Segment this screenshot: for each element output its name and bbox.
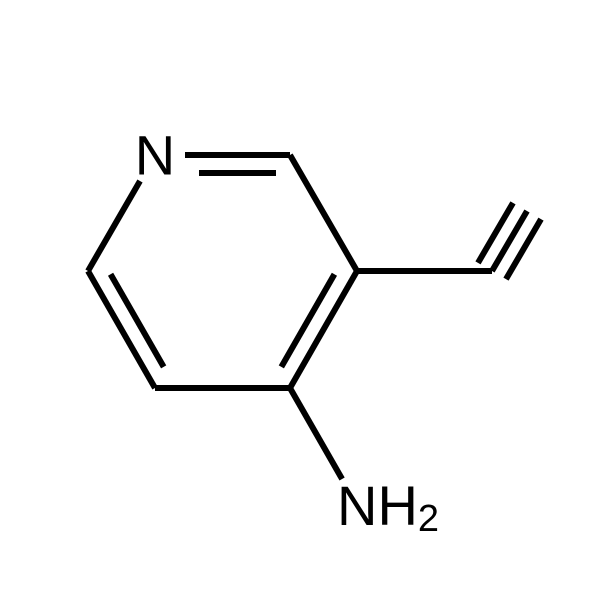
atom-label: NH2 — [337, 474, 439, 541]
molecule-diagram: N NH2 — [0, 0, 600, 600]
atom-label: N — [135, 124, 175, 187]
